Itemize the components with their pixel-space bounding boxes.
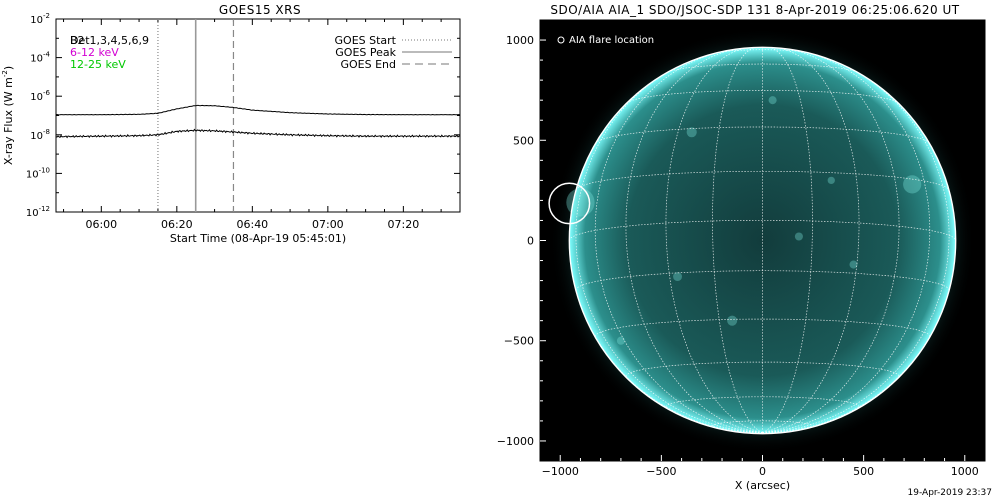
parallel-line	[595, 126, 930, 144]
parallel-line	[625, 361, 900, 377]
y-tick-label: 500	[513, 134, 534, 147]
active-region-patch	[849, 260, 858, 269]
y-tick-label: 10-12	[26, 205, 50, 219]
parallel-line	[667, 63, 858, 73]
x-tick-label: 07:00	[312, 218, 344, 231]
active-region-patch	[794, 232, 803, 241]
active-region-patch	[673, 272, 682, 282]
y-tick-label: −1000	[497, 435, 534, 448]
x-tick-label: 500	[853, 465, 874, 478]
parallel-line	[575, 270, 950, 291]
series-line-2	[55, 128, 461, 139]
parallel-line	[569, 219, 956, 241]
x-tick-label: −500	[646, 465, 676, 478]
series-line-1	[55, 104, 461, 116]
footer-timestamp: 19-Apr-2019 23:37	[907, 488, 992, 498]
meridian-line	[762, 62, 950, 433]
legend-entry-left-2: 6-12 keV	[70, 46, 119, 59]
x-tick-label: 07:20	[388, 218, 420, 231]
meridian-line	[625, 48, 763, 433]
x-tick-label: 06:00	[85, 218, 117, 231]
legend-entry-left-1: Det1,3,4,5,6,9	[70, 34, 149, 47]
goes-chart-title: GOES15 XRS	[218, 3, 302, 17]
active-region-patch	[768, 96, 777, 105]
aia-solar-image: AIA flare location −1000 −500 0 500 1000 −1000…	[497, 19, 986, 492]
active-region-patch	[616, 336, 625, 345]
meridian-line	[665, 47, 763, 433]
active-region-patch	[903, 175, 922, 194]
y-tick-label: −500	[504, 335, 534, 348]
legend-overlap-label: B2	[70, 34, 85, 47]
y-axis-label: X-ray Flux (W m-2)	[1, 66, 15, 165]
active-region-patch	[727, 315, 738, 326]
parallel-line	[627, 90, 898, 103]
x-axis-label: Start Time (08-Apr-19 05:45:01)	[170, 232, 346, 245]
y-tick-label: 1000	[506, 34, 534, 47]
meridian-line	[575, 62, 763, 433]
x-tick-label: −1000	[542, 465, 579, 478]
flare-legend-symbol	[557, 36, 565, 44]
y-tick-label: 10-4	[30, 51, 50, 65]
goes-lightcurve-chart: 10-12 10-10 10-8 10-6 10-4 10-2 06:00 06:20 06:4…	[1, 12, 461, 245]
x-tick-label: 06:20	[161, 218, 193, 231]
y-tick-label: 10-6	[30, 89, 50, 103]
legend-entry-right-2: GOES Peak	[335, 46, 396, 59]
meridian-line	[762, 47, 860, 433]
meridian-line	[594, 50, 763, 433]
active-region-patch	[686, 127, 697, 138]
x-tick-label: 1000	[951, 465, 979, 478]
parallel-line	[594, 318, 931, 337]
legend-entry-left-3: 12-25 keV	[70, 58, 126, 71]
active-region-patch	[827, 176, 835, 185]
y-tick-label: 10-10	[26, 166, 50, 180]
legend-entry-right-3: GOES End	[340, 58, 396, 71]
y-tick-label: 10-8	[30, 128, 50, 142]
aia-image-title: SDO/AIA AIA_1 SDO/JSOC-SDP 131 8-Apr-201…	[550, 3, 960, 17]
meridian-line	[762, 48, 900, 433]
x-tick-label: 0	[759, 465, 766, 478]
parallel-line	[712, 420, 813, 427]
flare-location-marker	[548, 182, 591, 225]
legend-entry-right-1: GOES Start	[335, 34, 397, 47]
parallel-line	[716, 49, 809, 54]
y-tick-label: 10-2	[30, 12, 50, 26]
x-tick-label: 06:40	[236, 218, 268, 231]
flare-legend-label: AIA flare location	[569, 35, 654, 46]
meridian-line	[762, 50, 931, 433]
solar-limb	[568, 46, 957, 435]
x-axis-label: X (arcsec)	[735, 479, 790, 492]
y-tick-label: 0	[527, 235, 534, 248]
parallel-line	[575, 170, 950, 191]
